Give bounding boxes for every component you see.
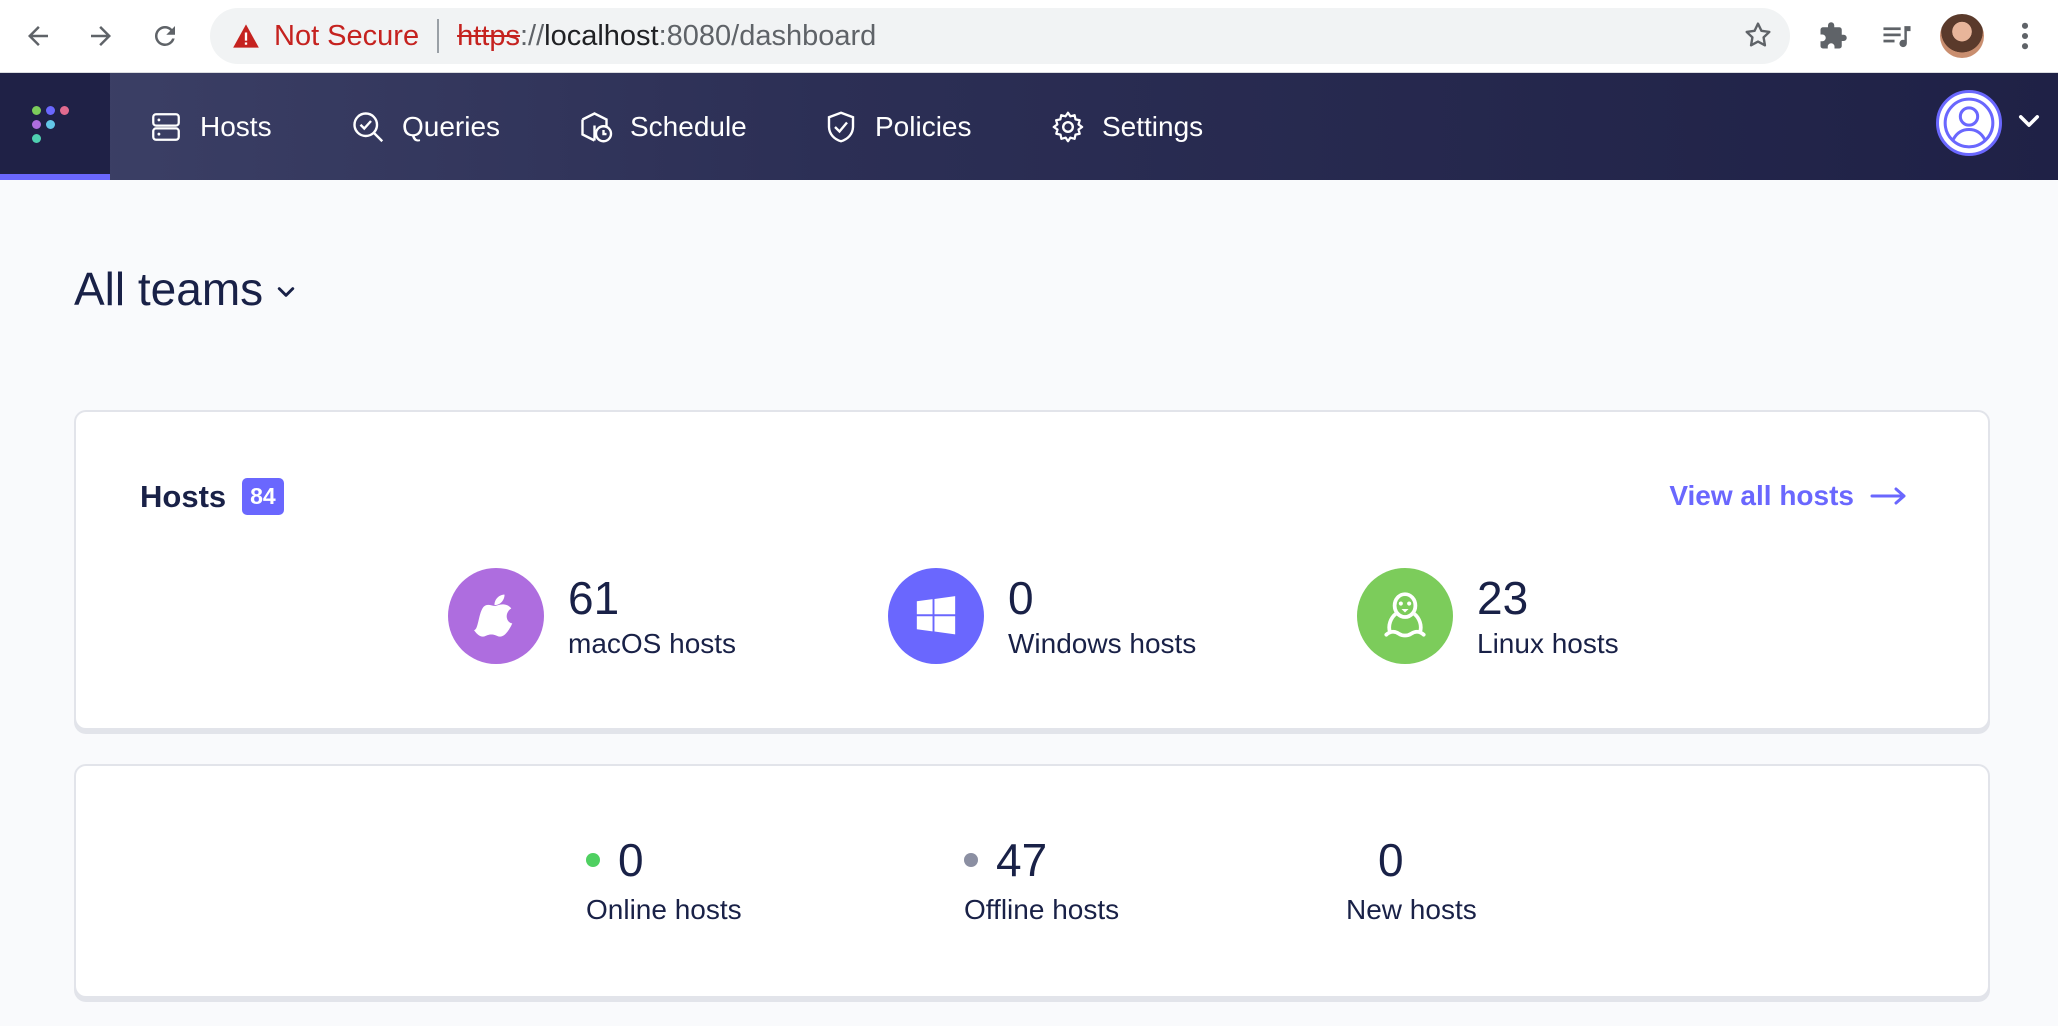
- chevron-down-icon[interactable]: [2018, 113, 2040, 133]
- bookmark-star-icon[interactable]: [1742, 19, 1774, 55]
- linux-icon: [1357, 568, 1453, 664]
- arrow-left-icon: [28, 26, 48, 46]
- fleet-logo-icon: [32, 106, 74, 148]
- url-path: :8080/dashboard: [658, 19, 877, 52]
- offline-host-count: 47: [996, 834, 1048, 886]
- profile-avatar[interactable]: [1940, 14, 1984, 58]
- more-vert-icon[interactable]: [2003, 14, 2047, 58]
- new-host-label: New hosts: [1346, 894, 1477, 925]
- offline-host-label: Offline hosts: [964, 894, 1120, 925]
- online-status-dot: [586, 853, 600, 867]
- platform-macos[interactable]: 61 macOS hosts: [448, 568, 736, 664]
- new-host-count: 0: [1378, 834, 1404, 886]
- shield-check-icon: [827, 110, 855, 142]
- nav-label-hosts: Hosts: [200, 110, 272, 142]
- arrow-right-icon: [91, 26, 111, 46]
- offline-status-dot: [964, 853, 978, 867]
- search-check-icon: [353, 111, 384, 142]
- nav-item-policies[interactable]: Policies: [823, 73, 971, 180]
- online-hosts-stat[interactable]: 0 Online hosts: [586, 834, 742, 926]
- nav-item-hosts[interactable]: Hosts: [148, 73, 272, 180]
- warning-icon: [232, 23, 260, 49]
- team-selector[interactable]: All teams: [74, 262, 295, 316]
- home-logo[interactable]: [0, 73, 110, 180]
- browser-toolbar: Not Secure https://localhost:8080/dashbo…: [0, 0, 2058, 73]
- divider: [437, 19, 440, 53]
- nav-label-schedule: Schedule: [630, 110, 747, 142]
- user-menu-button[interactable]: [1936, 90, 2002, 156]
- schedule-icon: [581, 111, 613, 142]
- app-navbar: Hosts Queries Schedule Policies Settings: [0, 73, 2058, 180]
- platform-windows[interactable]: 0 Windows hosts: [888, 568, 1196, 664]
- forward-button[interactable]: [79, 14, 123, 58]
- apple-icon: [448, 568, 544, 664]
- nav-label-settings: Settings: [1102, 110, 1204, 142]
- reload-icon: [154, 25, 175, 46]
- linux-host-label: Linux hosts: [1477, 628, 1619, 659]
- url-host: localhost: [544, 19, 659, 52]
- host-status-card: 0 Online hosts 47 Offline hosts 0 New ho…: [74, 764, 1990, 998]
- user-avatar-icon: [1943, 97, 1995, 149]
- team-selector-label: All teams: [74, 263, 264, 315]
- platform-linux[interactable]: 23 Linux hosts: [1357, 568, 1619, 664]
- back-button[interactable]: [16, 14, 60, 58]
- active-indicator: [0, 174, 110, 180]
- hosts-summary-card: Hosts 84 View all hosts 61 macOS hosts 0…: [74, 410, 1990, 730]
- nav-label-policies: Policies: [875, 110, 972, 142]
- gear-icon: [1052, 111, 1084, 142]
- url-separator: ://: [519, 19, 545, 52]
- reload-button[interactable]: [143, 14, 187, 58]
- windows-host-label: Windows hosts: [1008, 628, 1197, 659]
- new-hosts-stat[interactable]: 0 New hosts: [1346, 834, 1477, 926]
- server-icon: [152, 112, 180, 141]
- nav-item-schedule[interactable]: Schedule: [578, 73, 747, 180]
- host-count-badge: 84: [242, 478, 284, 515]
- view-all-hosts-link[interactable]: View all hosts: [1669, 480, 1908, 512]
- media-queue-icon[interactable]: [1875, 14, 1919, 58]
- macos-host-count: 61: [568, 572, 620, 624]
- url-scheme: https: [457, 19, 520, 52]
- linux-host-count: 23: [1477, 572, 1529, 624]
- nav-item-queries[interactable]: Queries: [350, 73, 500, 180]
- extensions-puzzle-icon[interactable]: [1811, 14, 1855, 58]
- windows-icon: [888, 568, 984, 664]
- not-secure-label[interactable]: Not Secure: [274, 19, 420, 52]
- windows-host-count: 0: [1008, 572, 1034, 624]
- online-host-count: 0: [618, 834, 644, 886]
- offline-hosts-stat[interactable]: 47 Offline hosts: [964, 834, 1119, 926]
- address-bar[interactable]: Not Secure https://localhost:8080/dashbo…: [210, 8, 1790, 64]
- online-host-label: Online hosts: [586, 894, 742, 925]
- hosts-card-header: Hosts 84: [140, 478, 284, 515]
- view-all-hosts-label: View all hosts: [1669, 480, 1854, 511]
- chevron-down-icon: [277, 287, 295, 297]
- url-text[interactable]: https://localhost:8080/dashboard: [457, 20, 876, 53]
- hosts-card-title: Hosts: [140, 478, 227, 514]
- arrow-right-icon: [1870, 487, 1906, 505]
- nav-item-settings[interactable]: Settings: [1050, 73, 1203, 180]
- macos-host-label: macOS hosts: [568, 628, 737, 659]
- nav-label-queries: Queries: [402, 110, 501, 142]
